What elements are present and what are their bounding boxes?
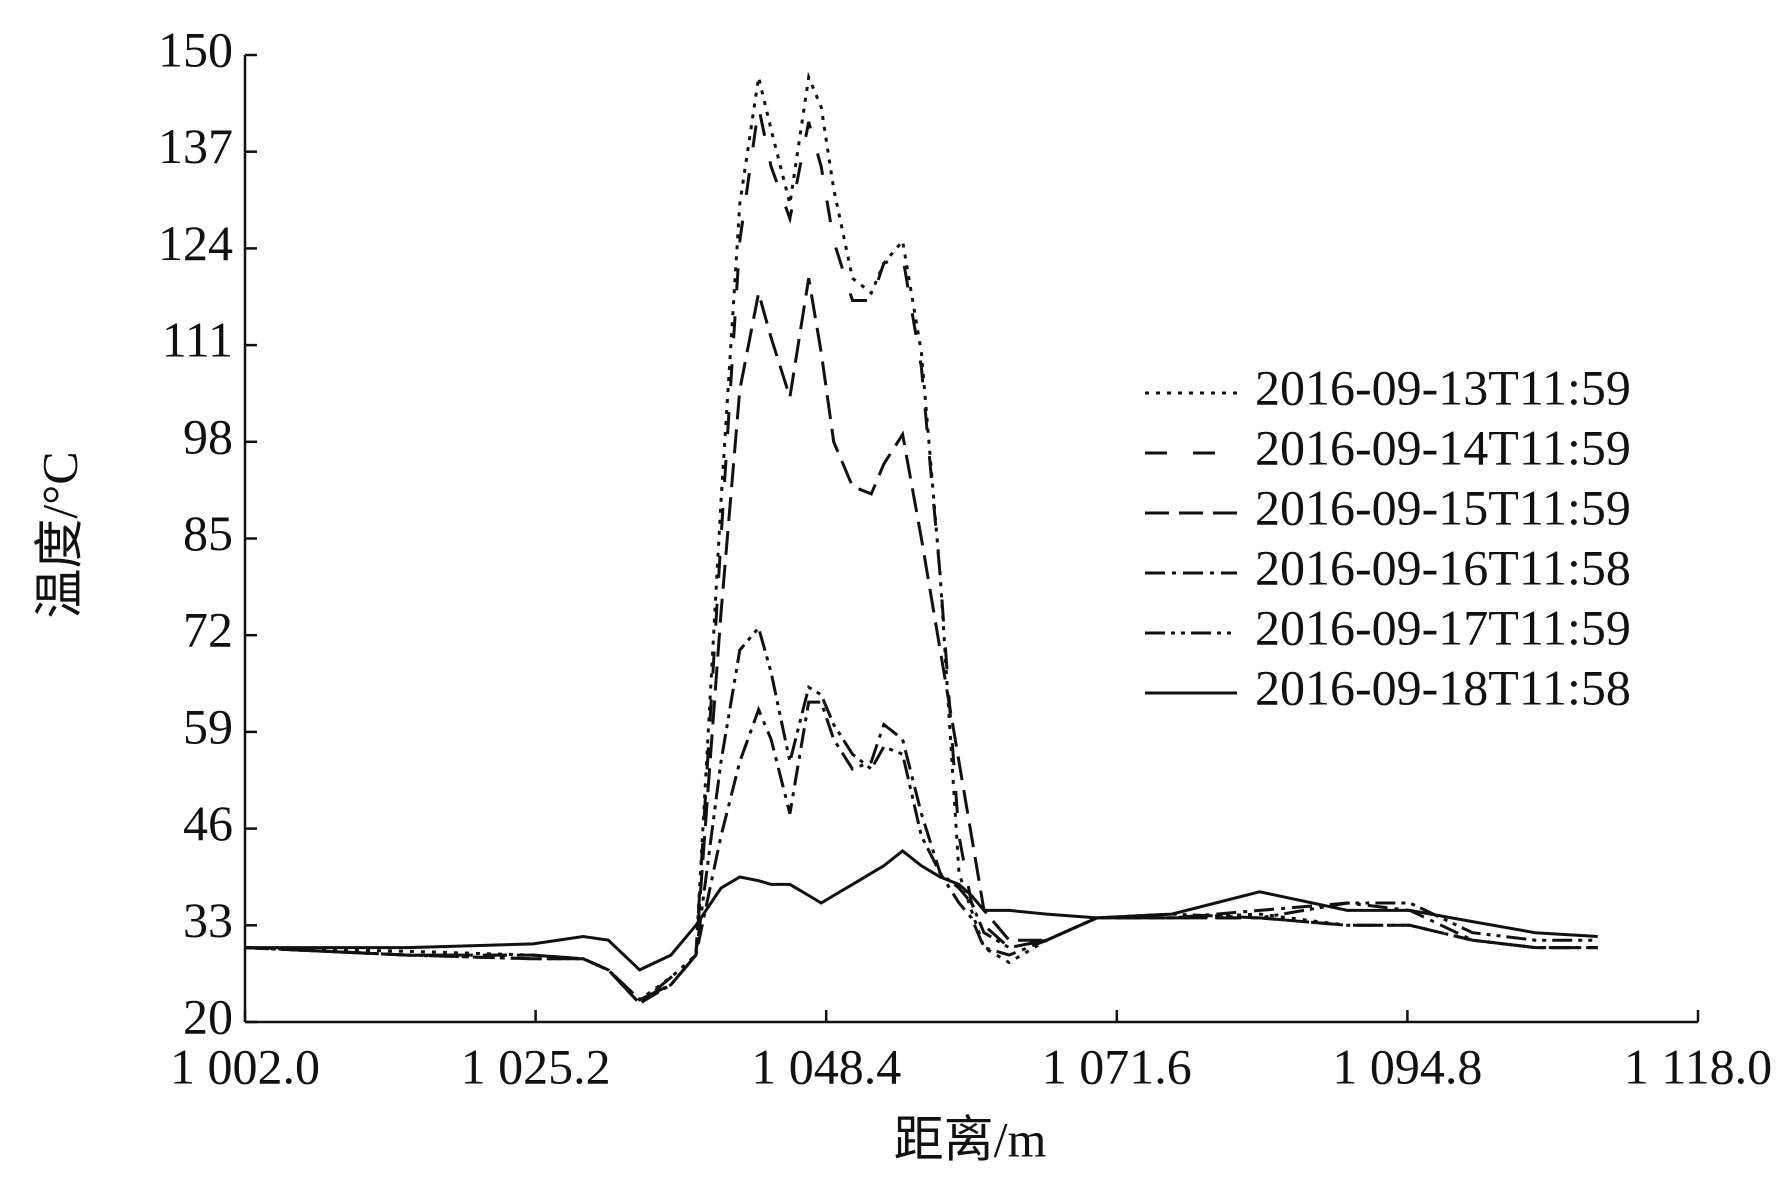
x-tick-label: 1 071.6 [1042, 1038, 1192, 1094]
y-tick-label: 98 [183, 408, 233, 464]
y-tick-label: 111 [162, 312, 233, 368]
y-axis-label: 温度/°C [31, 451, 87, 618]
y-tick-label: 124 [158, 215, 233, 271]
y-tick-label: 85 [183, 505, 233, 561]
x-tick-label: 1 025.2 [461, 1038, 611, 1094]
legend-label: 2016-09-14T11:59 [1255, 419, 1631, 475]
legend-label: 2016-09-13T11:59 [1255, 359, 1631, 415]
series-line [244, 624, 1598, 1006]
series-line [244, 106, 1598, 1006]
y-tick-label: 150 [158, 21, 233, 77]
x-axis-label: 距离/m [894, 1111, 1047, 1167]
legend-label: 2016-09-15T11:59 [1255, 479, 1631, 535]
x-tick-label: 1 048.4 [751, 1038, 901, 1094]
y-tick-label: 72 [183, 602, 233, 658]
x-tick-label: 1 094.8 [1332, 1038, 1482, 1094]
y-tick-label: 46 [183, 795, 233, 851]
series-line [244, 277, 1598, 1002]
legend-label: 2016-09-17T11:59 [1255, 599, 1631, 655]
y-tick-label: 137 [158, 118, 233, 174]
x-tick-label: 1 002.0 [170, 1038, 320, 1094]
series-line [245, 848, 1598, 972]
legend-label: 2016-09-18T11:58 [1255, 659, 1631, 715]
y-tick-label: 33 [183, 892, 233, 948]
series-line [244, 71, 1598, 1002]
series-line [244, 700, 1598, 1002]
y-tick-label: 59 [183, 698, 233, 754]
x-tick-label: 1 118.0 [1624, 1038, 1772, 1094]
y-tick-label: 20 [183, 988, 233, 1044]
legend-label: 2016-09-16T11:58 [1255, 539, 1631, 595]
